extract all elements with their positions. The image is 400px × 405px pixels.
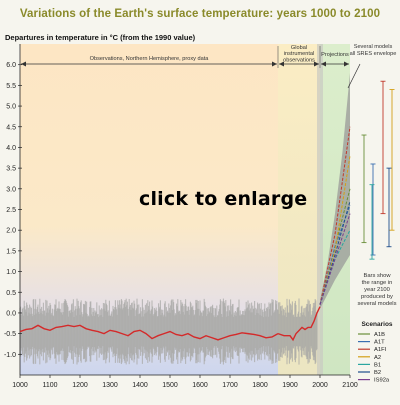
y-axis-label: Departures in temperature in °C (from th… — [5, 33, 196, 42]
y-tick-label: 1.5 — [6, 248, 16, 255]
x-tick-label: 1800 — [252, 382, 268, 389]
y-tick-label: 3.5 — [6, 166, 16, 173]
x-tick-label: 1700 — [222, 382, 238, 389]
bars-note-line: several models — [358, 301, 397, 307]
x-tick-label: 1400 — [132, 382, 148, 389]
y-tick-label: 5.5 — [6, 83, 16, 90]
y-tick-label: 2.0 — [6, 228, 16, 235]
y-tick-label: -0.5 — [4, 331, 16, 338]
y-tick-label: 1.0 — [6, 269, 16, 276]
click-to-enlarge-link[interactable]: click to enlarge — [139, 188, 308, 210]
proxy-reconstruction-line — [19, 324, 279, 341]
region-arrow-head-right-0 — [272, 61, 277, 67]
legend-label-b2: B2 — [374, 370, 381, 376]
y-tick-label: 3.0 — [6, 186, 16, 193]
y-tick-label: 0.5 — [6, 290, 16, 297]
envelope-pointer — [347, 63, 361, 89]
region-label-instrumental-line: observations — [283, 57, 315, 63]
y-tick-label: 6.0 — [6, 62, 16, 69]
y-tick-label: -1.0 — [4, 352, 16, 359]
x-tick-label: 1500 — [162, 382, 178, 389]
region-divider-2000 — [317, 44, 323, 375]
region-arrow-head-left-0 — [21, 61, 26, 67]
region-label-projections: Projections — [321, 52, 349, 58]
x-tick-label: 2000 — [312, 382, 328, 389]
x-tick-label: 1000 — [12, 382, 28, 389]
legend-label-a1fi: A1FI — [374, 347, 387, 353]
y-tick-label: 2.5 — [6, 207, 16, 214]
region-arrow-head-right-1 — [314, 61, 319, 67]
y-tick-label: 0.0 — [6, 310, 16, 317]
legend-label-is92a: IS92a — [374, 378, 390, 384]
x-tick-label: 1200 — [72, 382, 88, 389]
y-tick-label: 5.0 — [6, 104, 16, 111]
region-label-observations: Observations, Northern Hemisphere, proxy… — [90, 56, 210, 62]
legend-label-b1: B1 — [374, 362, 381, 368]
series-layer — [19, 72, 351, 342]
series-line-b2 — [319, 201, 351, 305]
legend-label-a1b: A1B — [374, 332, 385, 338]
bars-note-line: produced by — [361, 294, 393, 300]
x-tick-label: 2100 — [342, 382, 358, 389]
x-tick-label: 1600 — [192, 382, 208, 389]
region-arrow-head-left-2 — [321, 61, 326, 67]
x-tick-label: 1100 — [42, 382, 57, 389]
x-tick-label: 1900 — [282, 382, 298, 389]
axes: 6.0 5.5 5.0 4.5 4.0 3.5 3.0 2.5 2.0 1.5 1.0 0.5 0.0 -… — [4, 44, 358, 389]
y-tick-label: 4.5 — [6, 124, 16, 131]
legend-label-a2: A2 — [374, 355, 381, 361]
y-tick-label: 4.0 — [6, 145, 16, 152]
region-label-instrumental-line: Global — [291, 45, 307, 51]
region-arrow-head-left-1 — [279, 61, 284, 67]
region-arrow-head-right-2 — [344, 61, 349, 67]
bars-note-line: Bars show — [363, 273, 391, 279]
legend-title: Scenarios — [361, 321, 392, 328]
bars-note-line: year 2100 — [364, 287, 390, 293]
annotations: Observations, Northern Hemisphere, proxy… — [19, 44, 397, 307]
projection-envelope — [320, 72, 350, 309]
region-label-instrumental-line: instrumental — [284, 51, 314, 57]
instrumental-line — [277, 306, 321, 342]
legend-label-a1t: A1T — [374, 340, 385, 346]
series-line-a1fi — [319, 126, 351, 305]
envelope-label-line: Several models — [354, 44, 393, 50]
bars-note-line: the range in — [362, 280, 393, 286]
x-tick-label: 1300 — [102, 382, 118, 389]
series-line-is92a — [319, 213, 351, 305]
chart-title: Variations of the Earth's surface temper… — [19, 8, 381, 20]
envelope-label-line: all SRES envelope — [350, 51, 397, 57]
